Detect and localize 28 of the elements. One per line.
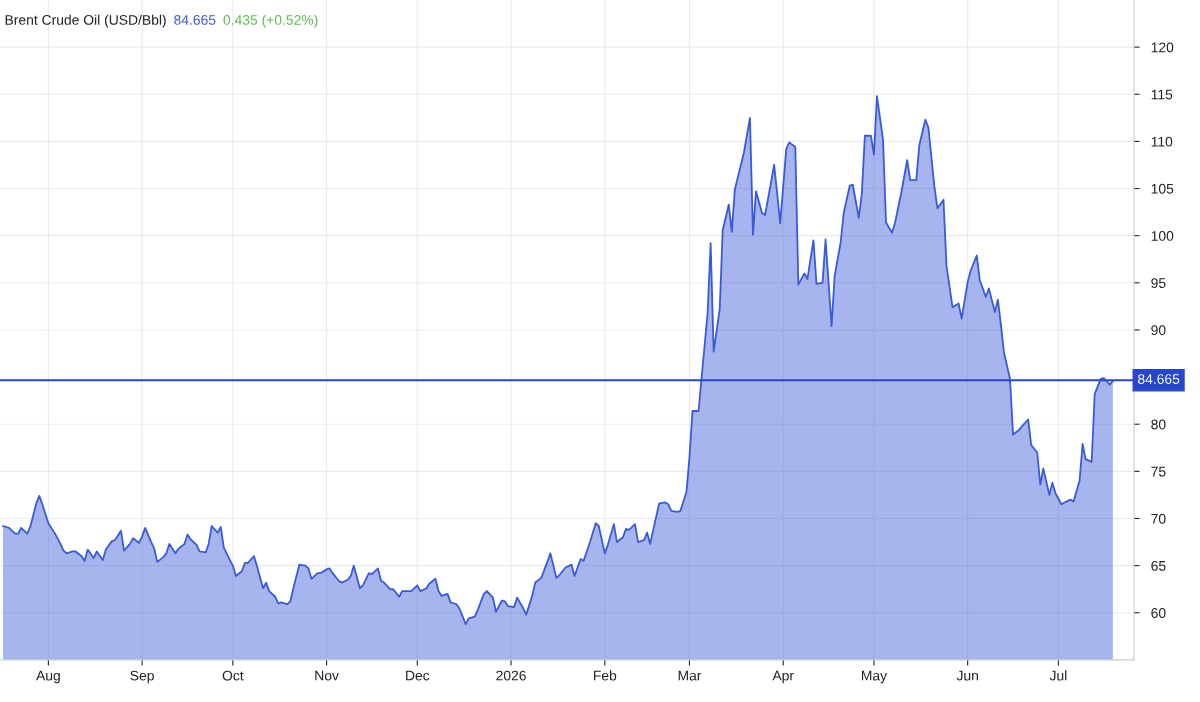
x-tick-label: Jul bbox=[1049, 670, 1067, 681]
ref-line-label: 84.665 bbox=[1138, 374, 1180, 384]
y-tick-label: 90 bbox=[1151, 325, 1166, 336]
x-tick-label: Aug bbox=[36, 670, 60, 684]
y-tick-label: 115 bbox=[1151, 89, 1173, 100]
y-tick-label: 95 bbox=[1151, 278, 1166, 288]
x-tick-label: Sep bbox=[130, 670, 154, 684]
y-tick-label: 120 bbox=[1151, 42, 1174, 53]
x-tick-label: Mar bbox=[678, 670, 702, 681]
x-tick-label: Oct bbox=[222, 670, 244, 681]
annotation: 84.665 bbox=[174, 15, 216, 25]
y-tick-label: 80 bbox=[1151, 419, 1166, 430]
x-tick-label: Dec bbox=[406, 670, 430, 681]
y-tick-label: 100 bbox=[1151, 231, 1174, 241]
x-tick-label: Nov bbox=[315, 670, 339, 681]
x-tick-label: Jun bbox=[956, 670, 978, 681]
y-tick-label: 110 bbox=[1151, 136, 1173, 147]
x-tick-label: Apr bbox=[772, 670, 794, 684]
y-tick-label: 60 bbox=[1151, 608, 1166, 618]
annotation: 0.435 (+0.52%) bbox=[223, 14, 318, 28]
y-tick-label: 105 bbox=[1151, 183, 1174, 194]
x-tick-label: May bbox=[861, 670, 888, 684]
text: Brent Crude Oil (USD/Bbl) bbox=[5, 14, 166, 28]
y-tick-label: 65 bbox=[1151, 560, 1166, 571]
x-tick-label: Feb bbox=[593, 670, 617, 681]
y-tick-label: 70 bbox=[1151, 513, 1166, 524]
y-tick-label: 75 bbox=[1151, 466, 1166, 477]
x-tick-label: 2026 bbox=[496, 670, 526, 681]
